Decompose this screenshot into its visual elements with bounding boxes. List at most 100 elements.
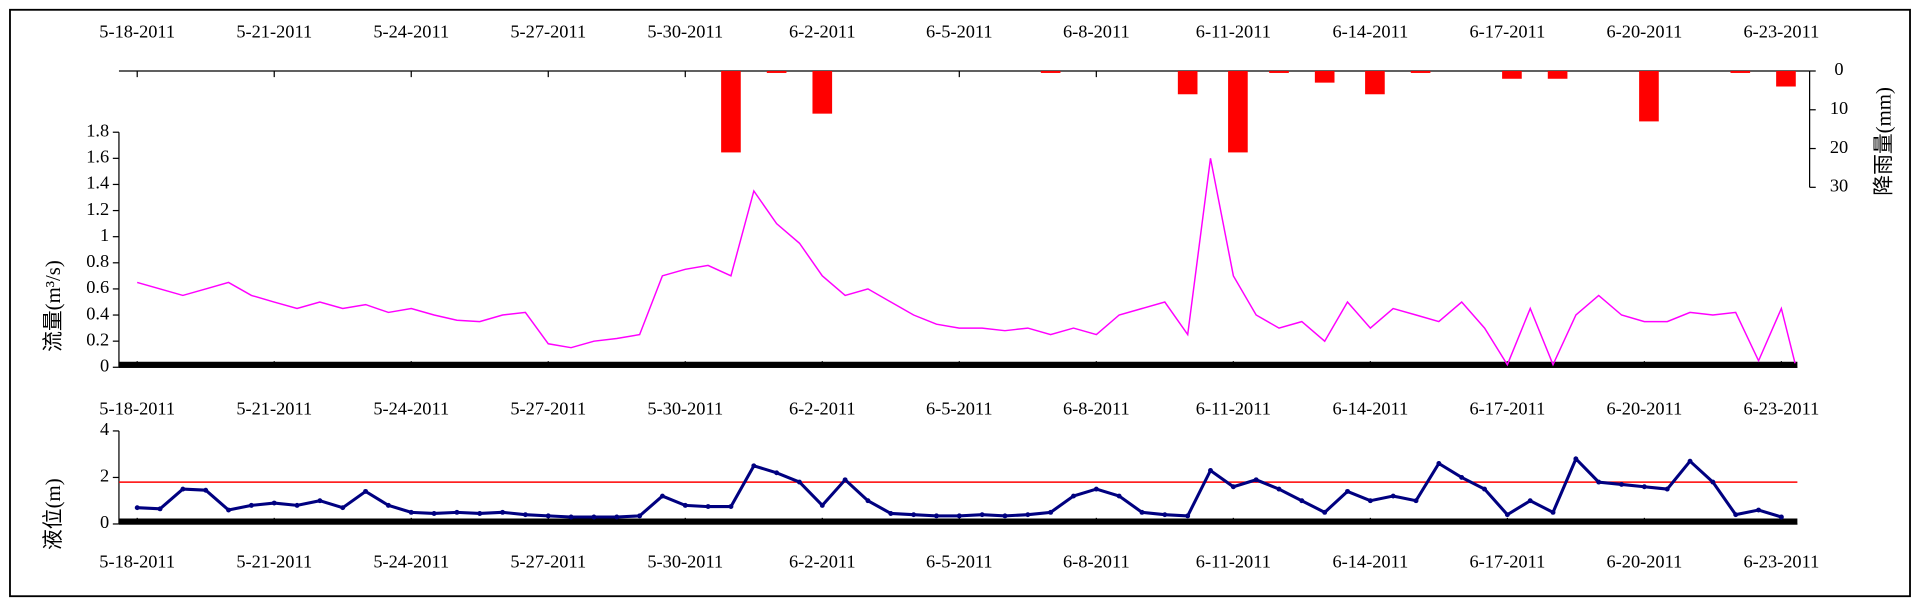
rain-bar — [1228, 71, 1248, 153]
x-tick-label: 6-17-2011 — [1469, 21, 1545, 41]
point — [271, 500, 277, 506]
point — [1322, 509, 1328, 515]
point — [956, 513, 962, 519]
x-tick-label: 6-14-2011 — [1332, 21, 1408, 41]
y-tick-label: 1.4 — [86, 173, 109, 193]
point — [454, 509, 460, 515]
point — [1436, 461, 1442, 466]
y-tick-label: 1.8 — [86, 120, 109, 140]
point — [1482, 486, 1487, 492]
point — [1116, 493, 1122, 499]
x-tick-label: 6-23-2011 — [1743, 21, 1819, 41]
x-tick-label: 6-17-2011 — [1469, 398, 1545, 418]
point — [1253, 477, 1259, 483]
point — [1139, 509, 1145, 515]
point — [248, 502, 254, 508]
x-tick-label: 6-14-2011 — [1332, 551, 1408, 571]
point — [522, 512, 528, 518]
x-tick-label: 6-23-2011 — [1743, 551, 1819, 571]
x-tick-label: 5-21-2011 — [236, 551, 312, 571]
point — [865, 498, 871, 504]
rain-bar — [1502, 71, 1522, 79]
y-axis-title: 流量(m³/s) — [41, 260, 65, 352]
y-tick-label: 0.6 — [86, 277, 109, 297]
x-tick-label: 6-14-2011 — [1332, 398, 1408, 418]
point — [591, 514, 597, 520]
point — [363, 488, 369, 494]
point — [1573, 456, 1579, 462]
point — [1504, 512, 1510, 518]
point — [1756, 507, 1762, 513]
y-tick-label: 0 — [100, 512, 109, 532]
rain-bar — [721, 71, 741, 153]
y-tick-label: 0 — [1834, 59, 1843, 79]
x-tick-label: 5-18-2011 — [99, 21, 175, 41]
point — [340, 505, 346, 511]
x-tick-label: 6-17-2011 — [1469, 551, 1545, 571]
point — [705, 504, 711, 509]
point — [1048, 509, 1054, 515]
point — [431, 511, 437, 516]
point — [1002, 513, 1008, 519]
point — [317, 498, 323, 504]
y-tick-label: 0.2 — [86, 329, 109, 349]
y-tick-label: 4 — [100, 419, 109, 439]
x-tick-label: 6-8-2011 — [1063, 398, 1130, 418]
y-tick-label: 10 — [1830, 98, 1848, 118]
x-tick-label: 6-5-2011 — [926, 21, 993, 41]
point — [157, 506, 163, 512]
y-tick-label: 0 — [100, 355, 109, 375]
point — [1778, 514, 1784, 520]
point — [614, 514, 620, 520]
point — [1710, 479, 1716, 485]
point — [1071, 493, 1076, 499]
point — [659, 493, 665, 499]
point — [1641, 484, 1647, 490]
point — [294, 502, 300, 508]
y-tick-label: 30 — [1830, 176, 1848, 196]
y-tick-label: 1.6 — [86, 147, 109, 167]
point — [888, 511, 894, 516]
point — [408, 509, 414, 515]
point — [1208, 468, 1213, 473]
point — [1459, 475, 1465, 480]
point — [203, 487, 209, 493]
rain-bar — [1177, 71, 1198, 95]
point — [1093, 486, 1099, 492]
x-tick-label: 6-8-2011 — [1063, 21, 1130, 41]
x-tick-label: 5-18-2011 — [99, 398, 175, 418]
point — [819, 502, 825, 508]
point — [774, 470, 780, 476]
point — [1596, 479, 1602, 485]
rain-bar — [1639, 71, 1659, 122]
x-tick-label: 6-5-2011 — [926, 398, 993, 418]
y-tick-label: 20 — [1830, 137, 1848, 157]
rain-bar — [1410, 71, 1431, 73]
rain-bar — [1365, 71, 1385, 95]
x-tick-label: 6-8-2011 — [1063, 551, 1130, 571]
x-tick-label: 5-27-2011 — [510, 551, 586, 571]
x-tick-label: 5-27-2011 — [510, 398, 586, 418]
x-tick-label: 5-18-2011 — [99, 551, 175, 571]
point — [682, 502, 688, 508]
series-line — [136, 158, 1796, 367]
y-tick-label: 1.2 — [86, 199, 109, 219]
point — [1276, 486, 1282, 492]
x-tick-label: 5-30-2011 — [647, 551, 723, 571]
point — [1733, 512, 1739, 518]
point — [979, 512, 985, 518]
point — [477, 511, 483, 516]
point — [1367, 498, 1373, 504]
point — [1550, 509, 1556, 515]
frame — [9, 8, 1911, 598]
point — [1230, 484, 1236, 490]
rain-bar — [1730, 71, 1751, 73]
point — [385, 502, 391, 508]
y-tick-label: 1 — [100, 225, 109, 245]
point — [1025, 512, 1031, 518]
y-axis-title: 降雨量(mm) — [1871, 87, 1895, 196]
x-tick-label: 6-2-2011 — [789, 551, 856, 571]
point — [1185, 513, 1191, 519]
